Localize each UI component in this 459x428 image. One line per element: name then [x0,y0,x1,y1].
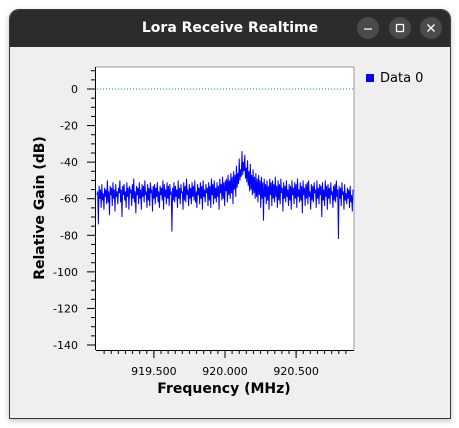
close-icon [427,24,435,32]
x-tick-label: 919.500 [131,365,177,378]
minimize-icon [364,28,372,30]
legend-item-data-0[interactable]: Data 0 [366,70,423,86]
maximize-button[interactable] [389,17,411,39]
y-tick-label: -140 [53,339,78,352]
maximize-icon [395,23,405,33]
window-title: Lora Receive Realtime [141,20,319,36]
x-tick-label: 920.000 [202,365,248,378]
plot-canvas [96,67,354,350]
y-tick-label: -20 [60,120,78,133]
y-tick-label: -80 [60,229,78,242]
y-tick-label: 0 [71,83,78,96]
x-axis-ticks: 919.500 920.000 920.500 [103,351,347,378]
legend-swatch [366,74,374,82]
title-bar[interactable]: Lora Receive Realtime [10,10,450,47]
series-line-data-0 [96,151,354,239]
y-tick-label: -40 [60,156,78,169]
y-axis-label: Relative Gain (dB) [32,136,48,280]
minimize-button[interactable] [357,17,379,39]
x-axis-label: Frequency (MHz) [157,381,290,397]
y-tick-label: -100 [53,266,78,279]
y-tick-label: -60 [60,193,78,206]
y-axis-ticks: 0 -20 -40 -60 -80 -100 -120 -140 [53,70,95,352]
legend-label: Data 0 [380,70,424,86]
close-button[interactable] [420,17,442,39]
x-tick-label: 920.500 [273,365,319,378]
y-tick-label: -120 [53,302,78,315]
